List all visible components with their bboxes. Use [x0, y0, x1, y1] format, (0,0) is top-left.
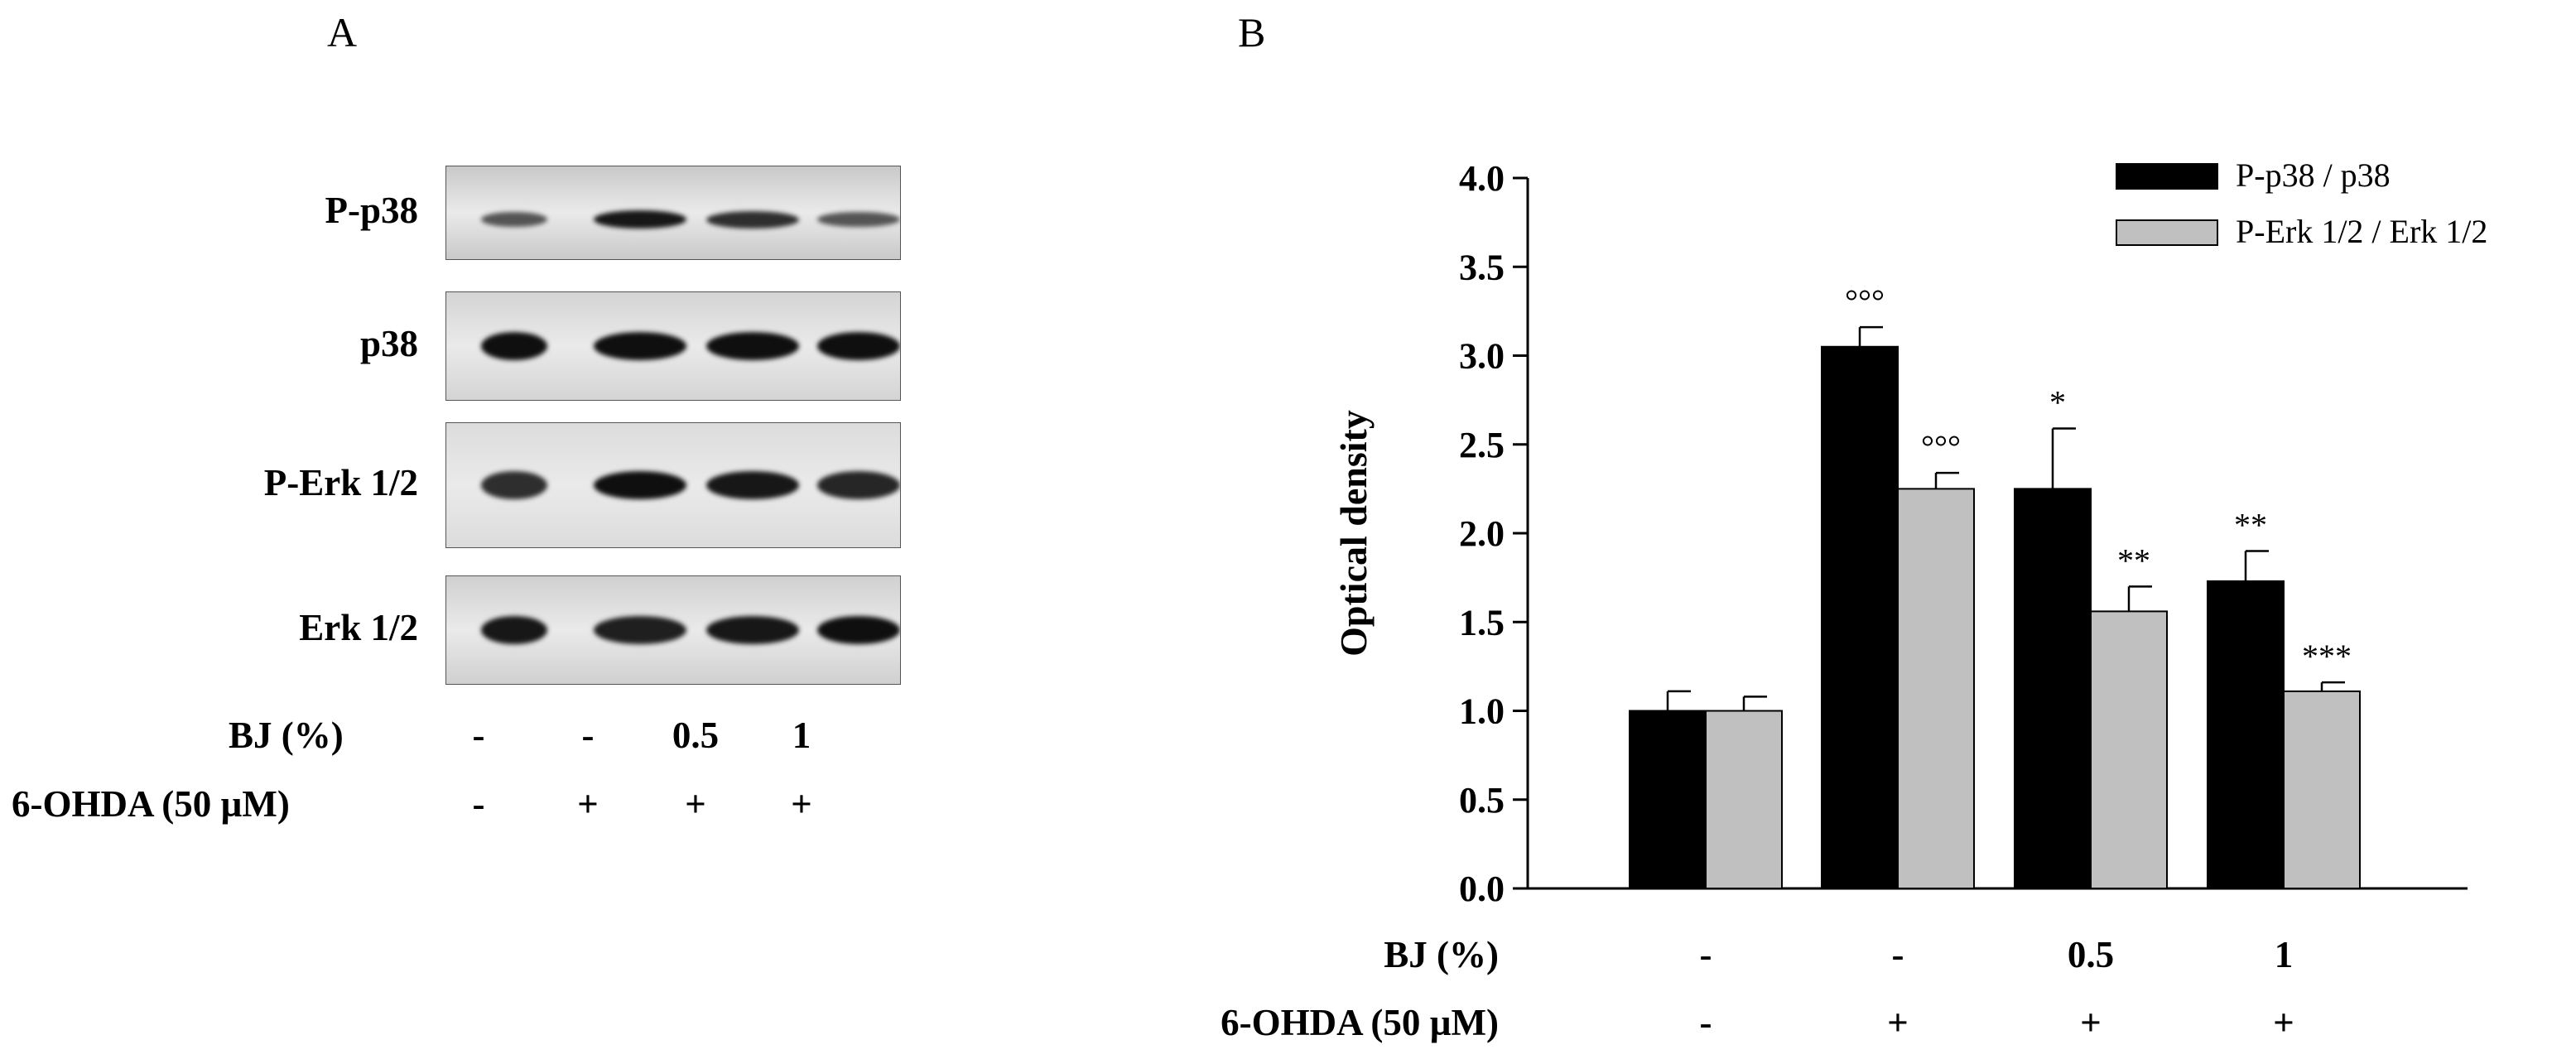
chart-condition-value: 0.5 — [2068, 934, 2114, 975]
blot-condition-label: 6-OHDA (50 µM) — [12, 783, 290, 825]
y-tick-label: 1.5 — [1459, 602, 1505, 643]
blot-band — [481, 332, 547, 360]
legend-swatch — [2116, 163, 2218, 190]
blot-band — [706, 471, 799, 499]
blot-condition-value: + — [685, 783, 706, 825]
blot-band — [594, 209, 686, 229]
blot-strip — [445, 166, 901, 260]
y-tick-label: 0.5 — [1459, 780, 1505, 821]
blot-band — [817, 332, 900, 360]
panel-a-letter: A — [327, 9, 358, 55]
blot-condition-value: - — [472, 715, 485, 756]
blot-condition-value: 1 — [792, 715, 811, 756]
blot-band — [481, 211, 547, 228]
blot-condition-value: - — [581, 715, 595, 756]
y-tick-label: 3.0 — [1459, 336, 1505, 377]
blot-band — [594, 332, 686, 360]
significance-label: °°° — [1921, 428, 1961, 465]
y-tick-label: 2.0 — [1459, 513, 1505, 554]
blot-condition-value: 0.5 — [672, 715, 720, 756]
chart-condition-value: - — [1700, 934, 1712, 975]
significance-label: ** — [2234, 506, 2267, 543]
blot-band — [594, 471, 686, 499]
blot-condition-value: + — [577, 783, 599, 825]
chart-condition-value: 1 — [2275, 934, 2294, 975]
panel-b-letter: B — [1238, 9, 1266, 55]
y-tick-label: 3.5 — [1459, 247, 1505, 287]
blot-condition-value: + — [791, 783, 812, 825]
blot-row-label: P-p38 — [325, 190, 419, 231]
chart-condition-value: + — [1887, 1002, 1909, 1043]
bar-p-erk-1 — [1897, 488, 1975, 889]
blot-condition-label: BJ (%) — [229, 715, 344, 756]
y-tick-label: 2.5 — [1459, 425, 1505, 465]
blot-band — [481, 616, 547, 644]
chart-condition-label: BJ (%) — [1384, 934, 1499, 975]
blot-condition-value: - — [472, 783, 485, 825]
chart-condition-value: - — [1700, 1002, 1712, 1043]
bar-p-erk-0 — [1705, 710, 1783, 889]
blot-band — [481, 471, 547, 499]
significance-label: *** — [2302, 638, 2352, 675]
significance-label: ** — [2117, 542, 2150, 579]
bar-p-erk-3 — [2283, 690, 2361, 890]
significance-label: * — [2049, 383, 2066, 421]
legend-label: P-p38 / p38 — [2236, 156, 2391, 194]
y-tick-label: 1.0 — [1459, 691, 1505, 732]
blot-band — [817, 616, 900, 644]
significance-label: °°° — [1845, 282, 1885, 320]
chart-condition-label: 6-OHDA (50 µM) — [1221, 1002, 1499, 1043]
chart-condition-value: + — [2080, 1002, 2102, 1043]
blot-row-label: Erk 1/2 — [299, 607, 418, 648]
chart-condition-value: + — [2273, 1002, 2294, 1043]
blot-row-label: p38 — [359, 323, 418, 364]
bar-p-erk-2 — [2090, 610, 2168, 889]
y-axis-title: Optical density — [1332, 410, 1375, 657]
blot-band — [706, 616, 799, 644]
blot-row-label: P-Erk 1/2 — [263, 462, 418, 503]
blot-band — [594, 616, 686, 644]
blot-band — [706, 332, 799, 360]
legend-label: P-Erk 1/2 / Erk 1/2 — [2236, 213, 2487, 250]
blot-strip — [445, 291, 901, 401]
blot-band — [817, 211, 900, 228]
y-tick-label: 4.0 — [1459, 158, 1505, 199]
bar-p-p38-2 — [2014, 488, 2092, 889]
legend-swatch — [2116, 219, 2218, 246]
blot-strip — [445, 575, 901, 685]
blot-band — [817, 471, 900, 499]
bar-p-p38-1 — [1821, 345, 1899, 889]
y-tick-label: 0.0 — [1459, 869, 1505, 909]
blot-band — [706, 210, 799, 229]
bar-p-p38-3 — [2207, 580, 2285, 889]
bar-p-p38-0 — [1629, 710, 1707, 889]
chart-condition-value: - — [1892, 934, 1904, 975]
blot-strip — [445, 422, 901, 548]
